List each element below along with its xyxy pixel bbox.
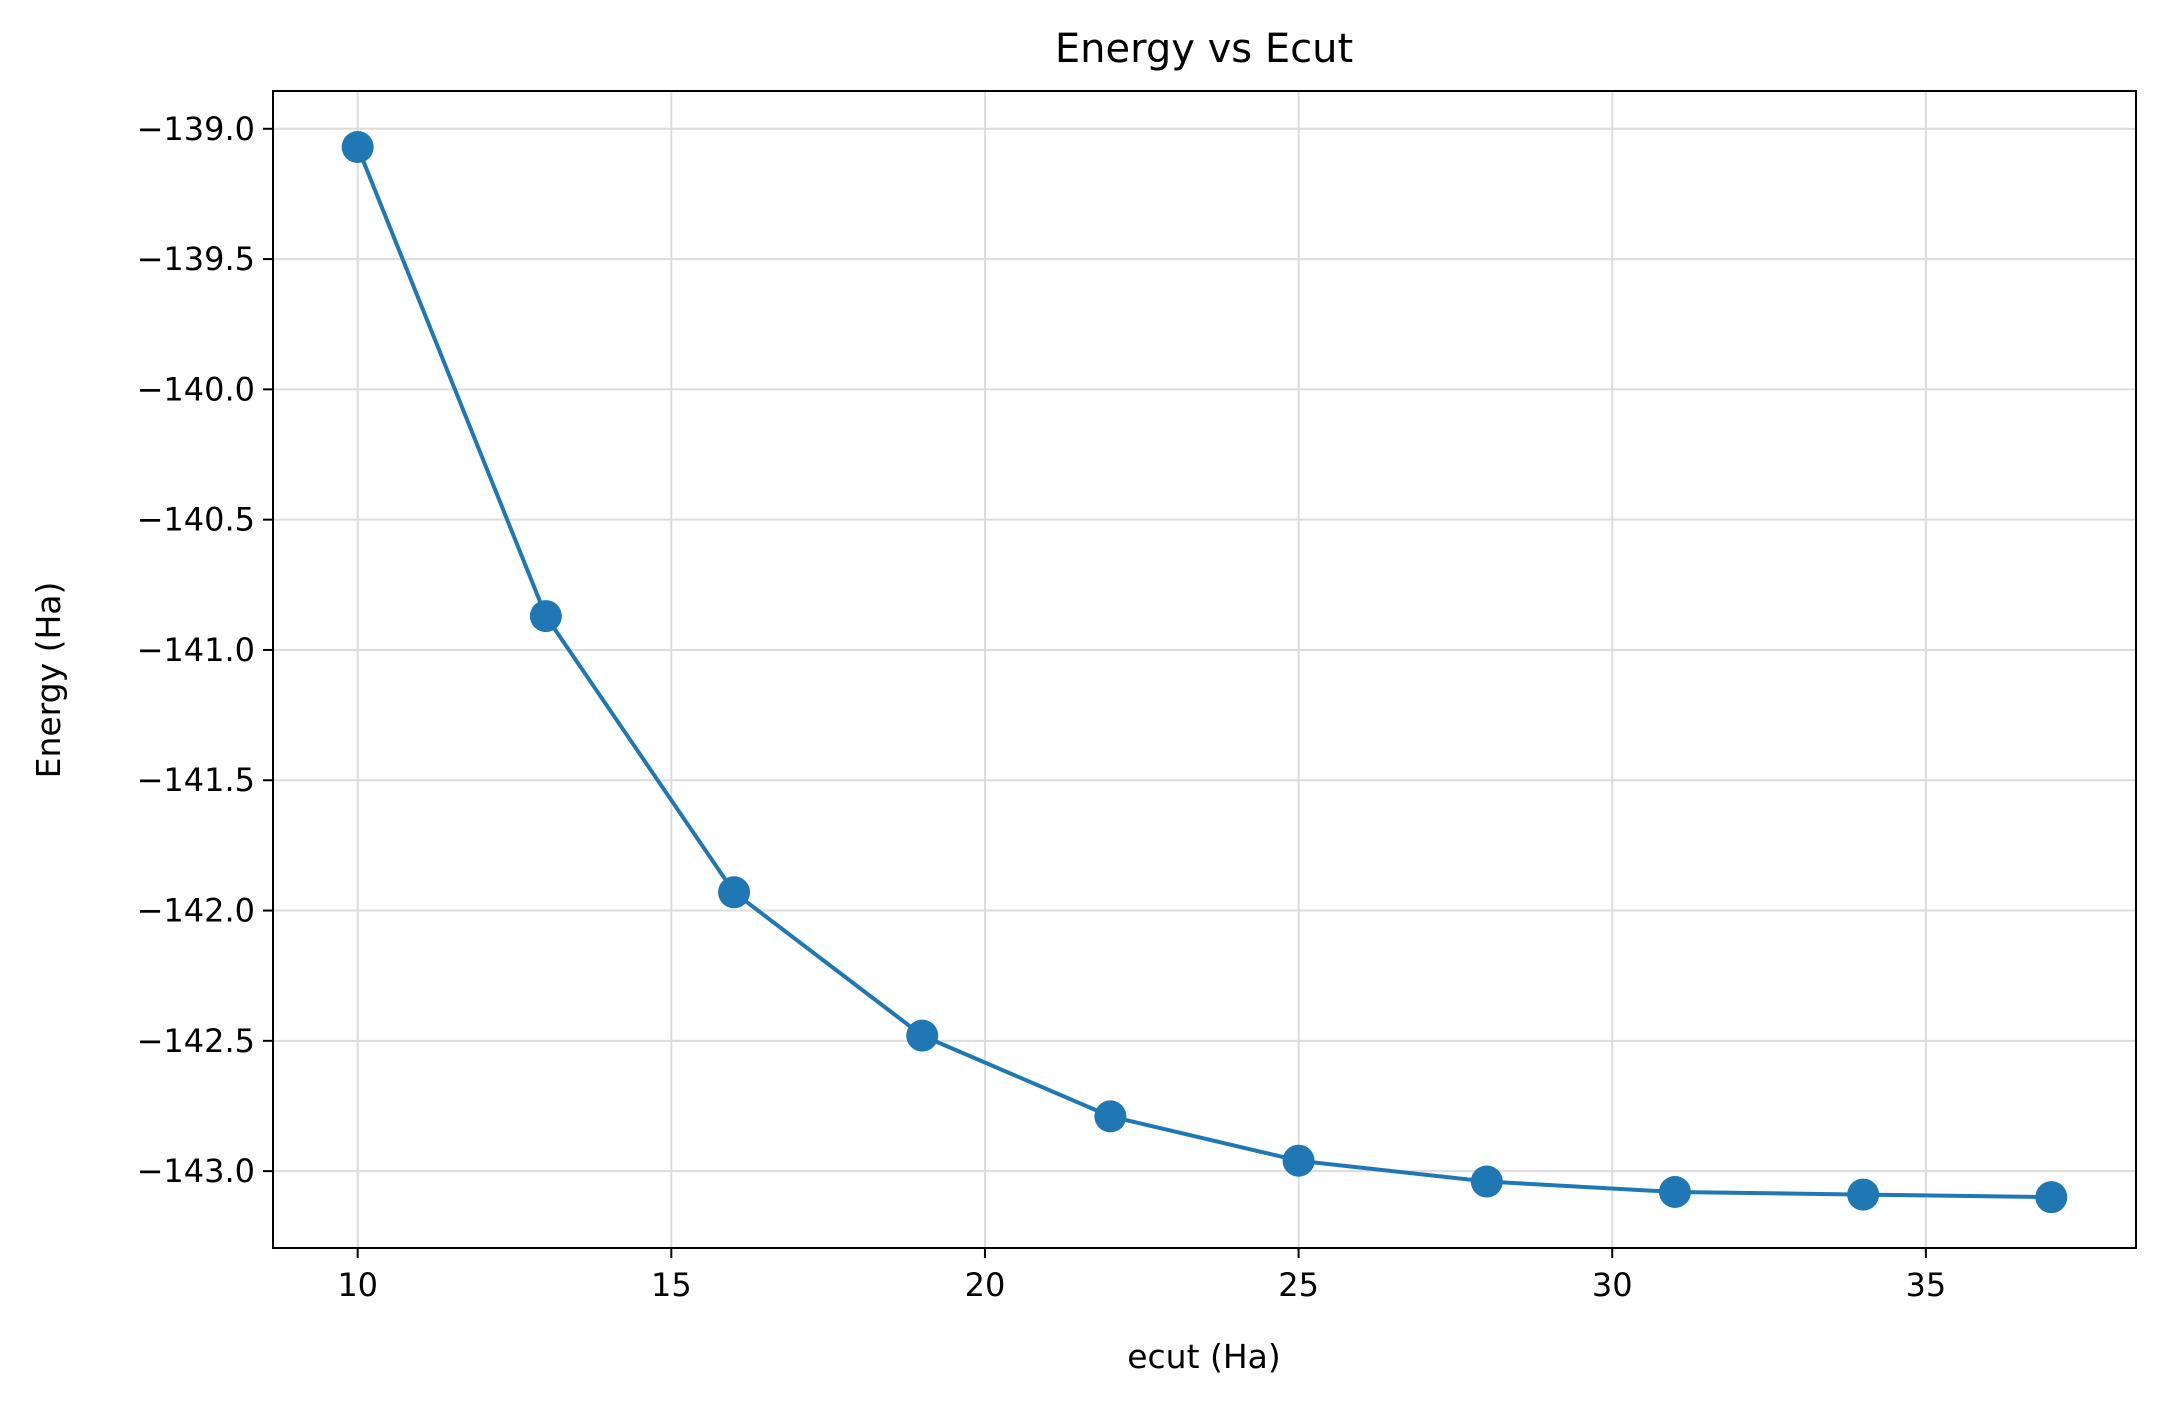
x-tick-label: 20 <box>965 1266 1006 1304</box>
y-tick-label: −142.0 <box>137 892 255 930</box>
series-line <box>355 145 2054 1200</box>
x-tick-label: 25 <box>1278 1266 1319 1304</box>
x-axis-title: ecut (Ha) <box>1127 1337 1281 1376</box>
data-point <box>1470 1165 1503 1198</box>
y-tick-label: −140.5 <box>137 501 255 539</box>
y-axis-title: Energy (Ha) <box>29 582 68 779</box>
data-point <box>1658 1175 1691 1208</box>
y-tick-label: −139.5 <box>137 240 255 278</box>
y-tick-label: −142.5 <box>137 1022 255 1060</box>
data-point <box>341 131 374 164</box>
axis-ticks: 10 15 20 25 30 35 −139.0 −139.5 −140.0 −140.5 −141… <box>137 110 1947 1304</box>
y-tick-label: −140.0 <box>137 370 255 408</box>
data-point <box>1847 1178 1880 1211</box>
plot-area-frame <box>272 90 2137 1249</box>
x-tick-label: 30 <box>1592 1266 1633 1304</box>
data-point <box>529 600 562 633</box>
data-point <box>1282 1144 1315 1177</box>
x-tick-label: 10 <box>337 1266 378 1304</box>
y-tick-label: −139.0 <box>137 110 255 148</box>
x-tick-label: 35 <box>1906 1266 1947 1304</box>
data-point <box>718 876 751 909</box>
grid-lines <box>273 91 2136 1248</box>
data-point <box>2035 1181 2068 1214</box>
series-layer <box>341 131 2068 1214</box>
y-tick-label: −141.0 <box>137 631 255 669</box>
data-point <box>1094 1100 1127 1133</box>
x-tick-label: 15 <box>651 1266 692 1304</box>
y-tick-label: −143.0 <box>137 1152 255 1190</box>
y-tick-label: −141.5 <box>137 761 255 799</box>
chart-title: Energy vs Ecut <box>1055 26 1353 72</box>
data-point <box>906 1019 939 1052</box>
